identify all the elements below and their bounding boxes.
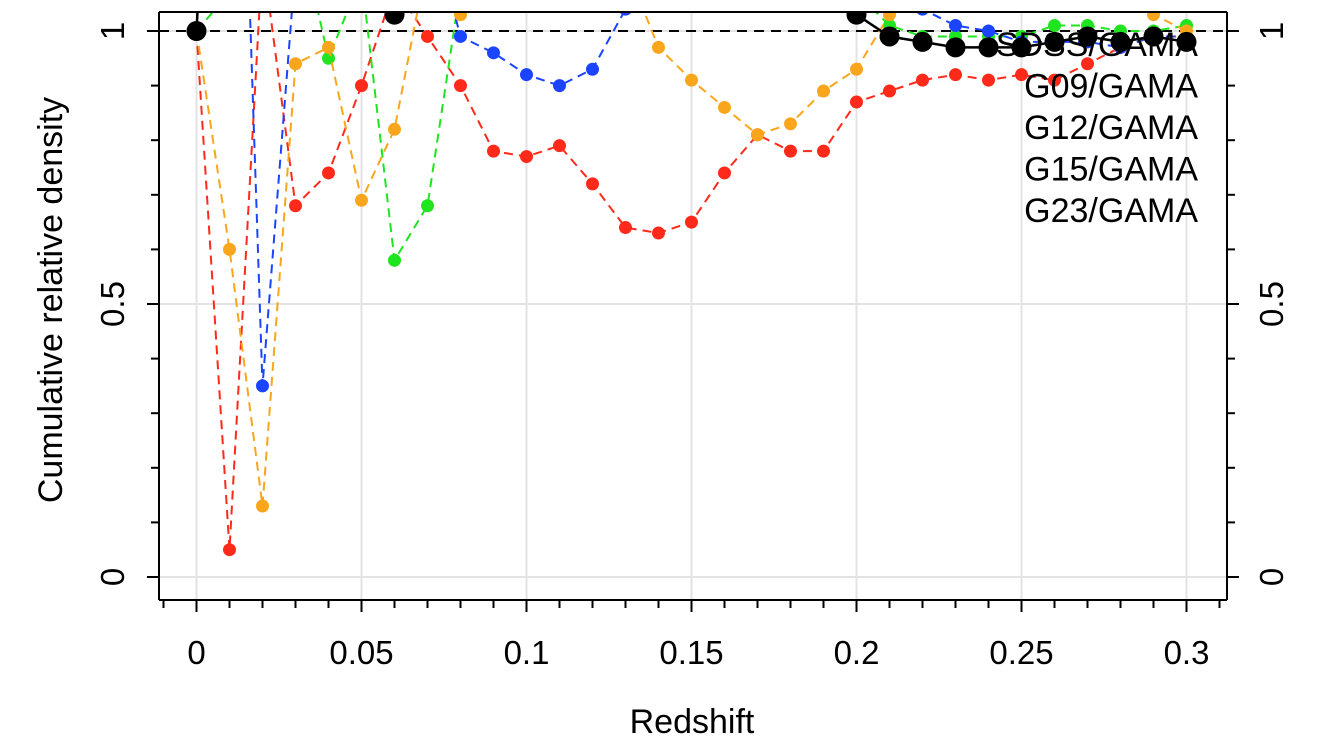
data-point-g23-gama	[355, 193, 368, 207]
data-point-g12-gama	[322, 51, 335, 65]
data-point-sdss-gama	[186, 21, 207, 41]
data-point-g09-gama	[520, 150, 533, 164]
data-point-g15-gama	[520, 68, 533, 82]
data-point-sdss-gama	[814, 0, 834, 3]
data-point-g23-gama	[256, 499, 269, 513]
data-point-g23-gama	[322, 40, 335, 54]
data-point-g23-gama	[817, 84, 830, 98]
data-point-g15-gama	[619, 12, 632, 16]
data-point-g09-gama	[982, 73, 995, 87]
data-point-g23-gama	[1147, 12, 1160, 22]
data-point-g23-gama	[784, 117, 797, 131]
data-point-g09-gama	[817, 144, 830, 158]
data-point-g12-gama	[1048, 19, 1061, 33]
data-point-g09-gama	[553, 139, 566, 153]
data-point-g15-gama	[553, 79, 566, 93]
data-point-g09-gama	[1048, 73, 1061, 87]
data-point-sdss-gama	[1044, 31, 1065, 52]
x-tick-label: 0.1	[504, 634, 550, 671]
data-point-g23-gama	[685, 73, 698, 87]
data-point-g09-gama	[421, 29, 434, 43]
data-point-g23-gama	[652, 40, 665, 54]
x-tick-label: 0	[187, 634, 205, 671]
data-point-g09-gama	[850, 95, 863, 109]
data-point-g09-gama	[322, 166, 335, 180]
data-point-g09-gama	[883, 84, 896, 98]
data-point-g12-gama	[421, 199, 434, 213]
x-tick-label: 0.2	[834, 634, 880, 671]
data-point-sdss-gama	[846, 12, 867, 25]
data-point-g09-gama	[784, 144, 797, 158]
data-point-g09-gama	[916, 73, 929, 87]
y-left-tick-label: 1	[94, 22, 131, 40]
series-layer	[186, 0, 1197, 557]
x-tick-label: 0.05	[329, 634, 393, 671]
data-point-g15-gama	[949, 19, 962, 33]
data-point-g09-gama	[355, 79, 368, 93]
legend-entry-g15-gama: G15/GAMA	[1024, 151, 1198, 189]
data-point-g23-gama	[454, 12, 467, 22]
data-point-g15-gama	[586, 62, 599, 76]
data-point-g23-gama	[388, 122, 401, 136]
data-point-sdss-gama	[1143, 26, 1164, 47]
y-right-tick-label: 1	[1253, 22, 1290, 40]
data-point-g15-gama	[487, 46, 500, 60]
x-tick-label: 0.25	[989, 634, 1053, 671]
plot-frame	[158, 11, 1228, 601]
data-point-g23-gama	[1081, 0, 1094, 5]
data-point-sdss-gama	[616, 0, 636, 3]
data-point-g09-gama	[487, 144, 500, 158]
data-point-g09-gama	[1081, 57, 1094, 71]
data-point-g23-gama	[1114, 0, 1127, 10]
x-axis-title: Redshift	[630, 703, 755, 741]
data-point-g09-gama	[685, 215, 698, 229]
data-point-sdss-gama	[1176, 31, 1197, 52]
data-point-g09-gama	[619, 221, 632, 235]
x-tick-label: 0.3	[1164, 634, 1210, 671]
y-right-tick-label: 0.5	[1253, 281, 1290, 327]
data-point-sdss-gama	[1110, 31, 1131, 52]
data-point-g09-gama	[949, 68, 962, 82]
data-point-g23-gama	[916, 0, 929, 5]
data-point-g12-gama	[388, 253, 401, 267]
data-point-g15-gama	[916, 12, 929, 16]
data-point-sdss-gama	[978, 37, 999, 58]
data-point-g23-gama	[718, 100, 731, 114]
data-point-g09-gama	[454, 79, 467, 93]
data-point-g09-gama	[652, 226, 665, 240]
data-point-g23-gama	[223, 242, 236, 256]
legend-entry-sdss-gama: SDSS/GAMA	[996, 26, 1198, 64]
data-point-g15-gama	[982, 24, 995, 38]
x-tick-label: 0.15	[659, 634, 723, 671]
data-point-sdss-gama	[879, 26, 900, 47]
data-point-g15-gama	[256, 379, 269, 393]
data-point-sdss-gama	[649, 0, 669, 8]
data-point-g09-gama	[223, 543, 236, 557]
data-point-sdss-gama	[384, 12, 405, 25]
legend-entry-g23-gama: G23/GAMA	[1024, 192, 1198, 230]
legend-entry-g09-gama: G09/GAMA	[1024, 68, 1198, 106]
data-point-g23-gama	[850, 62, 863, 76]
y-left-tick-label: 0	[94, 568, 131, 586]
data-point-sdss-gama	[945, 37, 966, 58]
data-point-sdss-gama	[1077, 26, 1098, 47]
y-axis-title: Cumulative relative density	[32, 97, 70, 503]
data-point-g23-gama	[883, 12, 896, 22]
data-point-g15-gama	[454, 29, 467, 43]
legend-entry-g12-gama: G12/GAMA	[1024, 109, 1198, 147]
data-point-g09-gama	[586, 177, 599, 191]
data-point-g23-gama	[289, 57, 302, 71]
data-point-g09-gama	[289, 199, 302, 213]
data-point-sdss-gama	[912, 31, 933, 52]
y-right-tick-label: 0	[1253, 568, 1290, 586]
data-point-g09-gama	[718, 166, 731, 180]
data-point-g23-gama	[751, 128, 764, 142]
y-left-tick-label: 0.5	[94, 281, 131, 327]
data-point-g09-gama	[1015, 68, 1028, 82]
data-point-sdss-gama	[1011, 37, 1032, 58]
